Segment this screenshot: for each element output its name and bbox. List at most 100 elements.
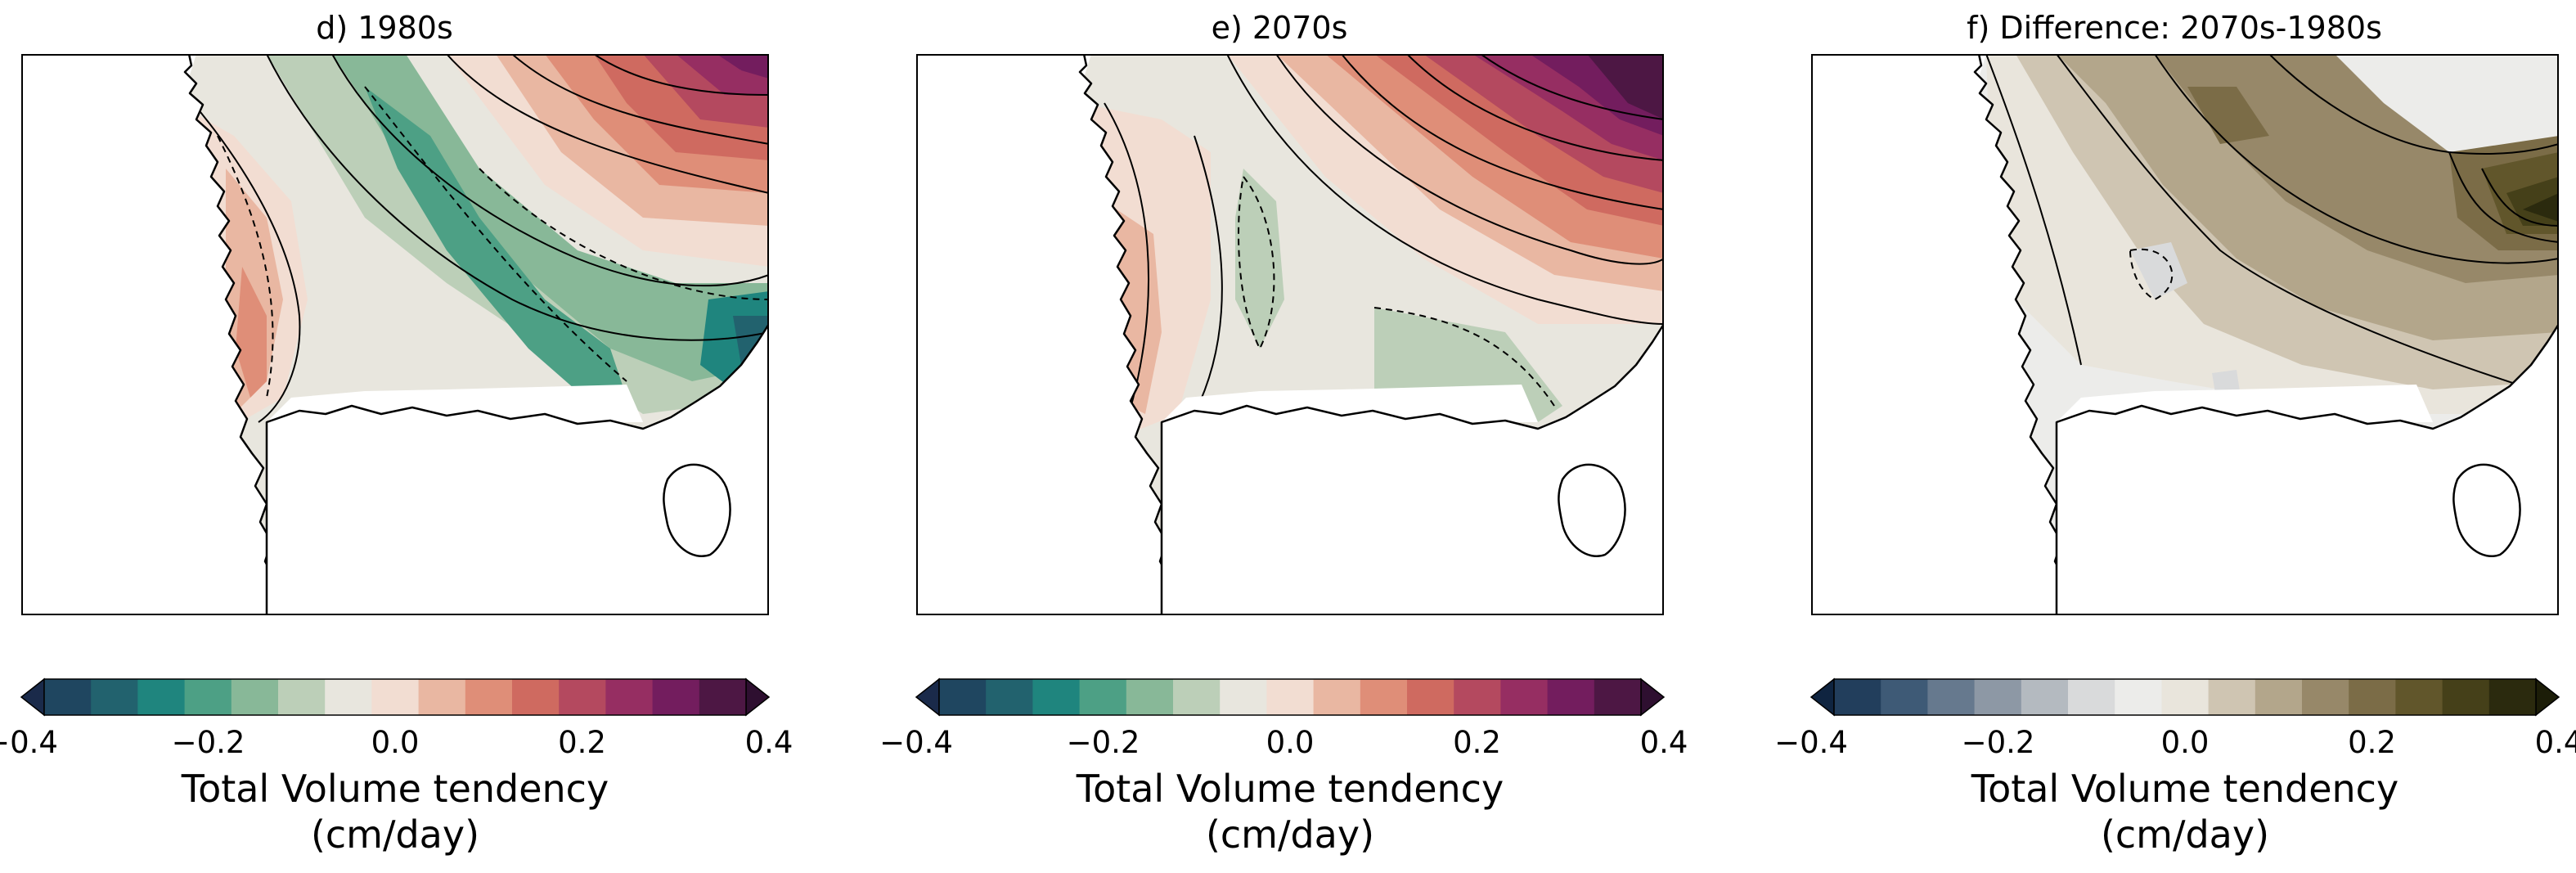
field-band xyxy=(676,54,769,95)
colorbar-swatch xyxy=(1594,679,1642,715)
colorbar-swatch xyxy=(2208,679,2256,715)
contour-line xyxy=(1226,54,1664,325)
colorbar-label-line1: Total Volume tendency xyxy=(181,767,609,811)
island xyxy=(1558,463,1626,557)
colorbar-swatch xyxy=(1173,679,1221,715)
island xyxy=(2452,463,2521,557)
colorbar-tick: −0.4 xyxy=(1774,725,1848,760)
contour-line-negative xyxy=(1373,307,1555,407)
colorbar-swatch xyxy=(605,679,654,715)
field-band xyxy=(1587,54,1664,119)
contour-line xyxy=(1341,54,1664,210)
colorbar-tick: 0.2 xyxy=(558,725,606,760)
map-frame xyxy=(916,54,1664,615)
colorbar-swatch xyxy=(465,679,513,715)
field-band xyxy=(2130,242,2187,299)
contour-line-negative xyxy=(479,168,769,300)
map-svg xyxy=(1811,54,2559,615)
colorbar-swatch xyxy=(44,679,92,715)
colorbar-tick: 0.0 xyxy=(1266,725,1315,760)
colorbar-swatch xyxy=(184,679,232,715)
colorbar-tick: −0.2 xyxy=(1961,725,2035,760)
contour-line-negative xyxy=(2129,248,2174,301)
field-band xyxy=(1235,169,1284,349)
colorbar-tick: −0.4 xyxy=(879,725,953,760)
field-band xyxy=(2523,193,2559,222)
colorbar-swatch xyxy=(1547,679,1595,715)
colorbar-ticks: −0.4 −0.2 0.0 0.2 0.4 xyxy=(879,725,1688,761)
colorbar-tick: −0.2 xyxy=(1066,725,1140,760)
colorbar-extend-high xyxy=(1640,677,1666,717)
colorbar-swatch xyxy=(986,679,1033,715)
field-band xyxy=(236,267,267,398)
colorbar-tick: 0.0 xyxy=(371,725,420,760)
colorbar-swatch xyxy=(512,679,560,715)
colorbar-tick: 0.2 xyxy=(1453,725,1501,760)
colorbar-swatch xyxy=(1407,679,1454,715)
contour-line xyxy=(1480,54,1664,120)
contour-line-negative xyxy=(1238,176,1275,351)
colorbar-swatch xyxy=(1032,679,1081,715)
colorbar-swatch xyxy=(1079,679,1127,715)
colorbar xyxy=(895,676,1666,718)
coastline-south xyxy=(1160,322,1664,615)
colorbar-extend-low xyxy=(20,677,45,717)
colorbar-ticks: −0.4 −0.2 0.0 0.2 0.4 xyxy=(0,725,793,761)
colorbar-swatch xyxy=(1360,679,1408,715)
panel-title: f) Difference: 2070s-1980s xyxy=(1967,10,2382,46)
colorbar-ticks: −0.4 −0.2 0.0 0.2 0.4 xyxy=(1774,725,2576,761)
contour-line xyxy=(1985,54,2082,366)
colorbar-swatch xyxy=(2442,679,2490,715)
coastline-south xyxy=(265,322,769,615)
colorbar-tick: 0.4 xyxy=(744,725,793,760)
colorbar-tick: 0.4 xyxy=(2534,725,2576,760)
colorbar xyxy=(1790,676,2560,718)
colorbar-swatch xyxy=(2068,679,2115,715)
field-band xyxy=(1472,54,1664,160)
map-difference xyxy=(1811,54,2559,615)
colorbar-swatch xyxy=(325,679,372,715)
colorbar-swatch xyxy=(652,679,700,715)
colorbar-label-line2: (cm/day) xyxy=(2100,812,2270,857)
map-svg xyxy=(21,54,769,615)
coastline-south xyxy=(2055,322,2559,615)
contour-line xyxy=(2056,54,2559,398)
colorbar-swatch xyxy=(1927,679,1976,715)
field-band xyxy=(2212,370,2240,393)
contour-line xyxy=(1406,54,1664,161)
colorbar-swatch xyxy=(2349,679,2396,715)
field-band xyxy=(1423,54,1664,193)
colorbar-label: Total Volume tendency (cm/day) xyxy=(21,766,769,857)
contour-line xyxy=(331,54,769,287)
colorbar-extend-high xyxy=(2535,677,2560,717)
field-band xyxy=(594,54,769,160)
colorbar-swatch xyxy=(2021,679,2069,715)
colorbar-label: Total Volume tendency (cm/day) xyxy=(916,766,1664,857)
colorbar-tick: −0.4 xyxy=(0,725,58,760)
contour-line xyxy=(1104,102,1149,415)
contour-line xyxy=(266,54,769,341)
colorbar-outline xyxy=(43,678,747,716)
panel-title: d) 1980s xyxy=(316,10,453,46)
contour-line xyxy=(2154,54,2559,264)
colorbar-swatch xyxy=(2161,679,2210,715)
contour-line xyxy=(446,54,769,194)
colorbar-swatch xyxy=(2255,679,2303,715)
colorbar-swatch xyxy=(418,679,466,715)
panel-title: e) 2070s xyxy=(1211,10,1348,46)
contour-line xyxy=(2448,151,2559,243)
colorbar-extend-low xyxy=(1809,677,1835,717)
panel-2070s: e) 2070s −0.4 −0.2 0.0 0.2 0.4 Total Vol… xyxy=(879,0,1688,873)
colorbar-tick: −0.2 xyxy=(171,725,245,760)
field-band xyxy=(332,54,769,381)
colorbar-swatch xyxy=(939,679,987,715)
contour-line xyxy=(2481,168,2559,227)
contour-line xyxy=(2268,54,2559,155)
contour-line-negative xyxy=(364,86,627,382)
colorbar-extend-high xyxy=(745,677,771,717)
field-band xyxy=(2155,54,2559,283)
panel-1980s: d) 1980s −0.4 −0.2 0.0 0.2 0.4 Total Vol… xyxy=(0,0,793,873)
colorbar-swatch xyxy=(1881,679,1928,715)
contour-line xyxy=(1194,135,1223,415)
field-band xyxy=(717,54,769,79)
